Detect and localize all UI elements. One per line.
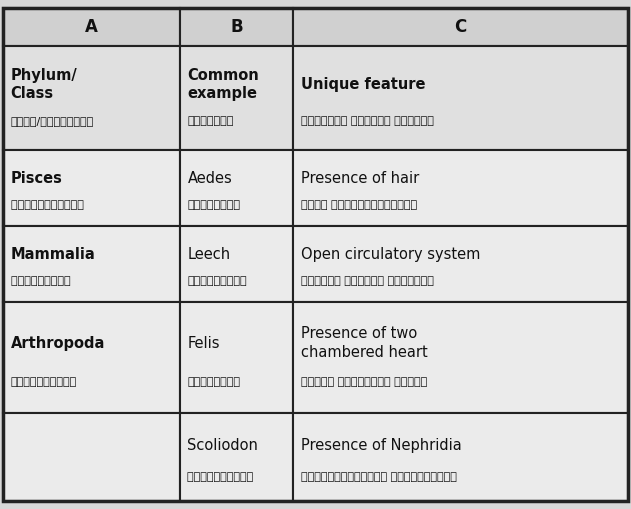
Bar [180,46,293,150]
Bar [293,302,628,413]
Text: സസ്തനികള്‍: സസ്തനികള്‍ [11,276,70,286]
Bar [180,226,293,302]
Text: തുറന്ന പര്യയന വ്യവസ്ഥ: തുറന്ന പര്യയന വ്യവസ്ഥ [301,276,434,286]
Text: Felis: Felis [187,335,220,351]
Text: Unique feature: Unique feature [301,77,425,92]
Text: നെഫ്രിഡിയയുടെ സാന്നിധ്യം: നെഫ്രിഡിയയുടെ സാന്നിധ്യം [301,472,457,482]
Text: മത്സ്യങ്ങള്‍: മത്സ്യങ്ങള്‍ [11,200,83,210]
Bar [3,8,180,46]
Bar [180,413,293,501]
Text: Pisces: Pisces [11,171,62,186]
Text: C: C [454,18,467,36]
Text: Presence of hair: Presence of hair [301,171,419,186]
Text: B: B [230,18,243,36]
Bar [3,46,180,150]
Text: രോമം കാണപ്പെടുന്നു: രോമം കാണപ്പെടുന്നു [301,200,417,210]
Text: Presence of Nephridia: Presence of Nephridia [301,438,462,454]
Text: Open circulatory system: Open circulatory system [301,247,480,262]
Bar [293,226,628,302]
Text: Leech: Leech [187,247,230,262]
Text: ഫൈലം/ക്ലാസ്സ്: ഫൈലം/ക്ലാസ്സ് [11,116,94,126]
Bar [180,8,293,46]
Bar [3,150,180,226]
Text: കുളമ്പട്ട: കുളമ്പട്ട [187,276,247,286]
Bar [293,46,628,150]
Text: A: A [85,18,98,36]
Text: രണ്ട് അറകളുള്ള ഹൃദയം: രണ്ട് അറകളുള്ള ഹൃദയം [301,377,427,387]
Text: Mammalia: Mammalia [11,247,95,262]
Text: ഉദാഹരണം: ഉദാഹരണം [187,116,233,126]
Bar [3,226,180,302]
Text: ആര്ത്രോപോഡ: ആര്ത്രോപോഡ [11,377,77,387]
Bar [180,150,293,226]
Text: Presence of two
chambered heart: Presence of two chambered heart [301,326,428,360]
Text: Arthropoda: Arthropoda [11,335,105,351]
Text: സ്കോലിയോഡ്‍: സ്കോലിയോഡ്‍ [187,472,254,482]
Bar [293,413,628,501]
Text: Common
example: Common example [187,68,259,101]
Text: Scoliodon: Scoliodon [187,438,258,454]
Bar [180,302,293,413]
Text: ഫെലിന്സ്: ഫെലിന്സ് [187,377,240,387]
Text: സദൃശമായ സ്വഭാവ വിശേഷം: സദൃശമായ സ്വഭാവ വിശേഷം [301,116,434,126]
Bar [3,413,180,501]
Bar [3,302,180,413]
Text: Phylum/
Class: Phylum/ Class [11,68,78,101]
Bar [293,8,628,46]
Text: ഇയറിന്സ്: ഇയറിന്സ് [187,200,240,210]
Text: Aedes: Aedes [187,171,232,186]
Bar [293,150,628,226]
